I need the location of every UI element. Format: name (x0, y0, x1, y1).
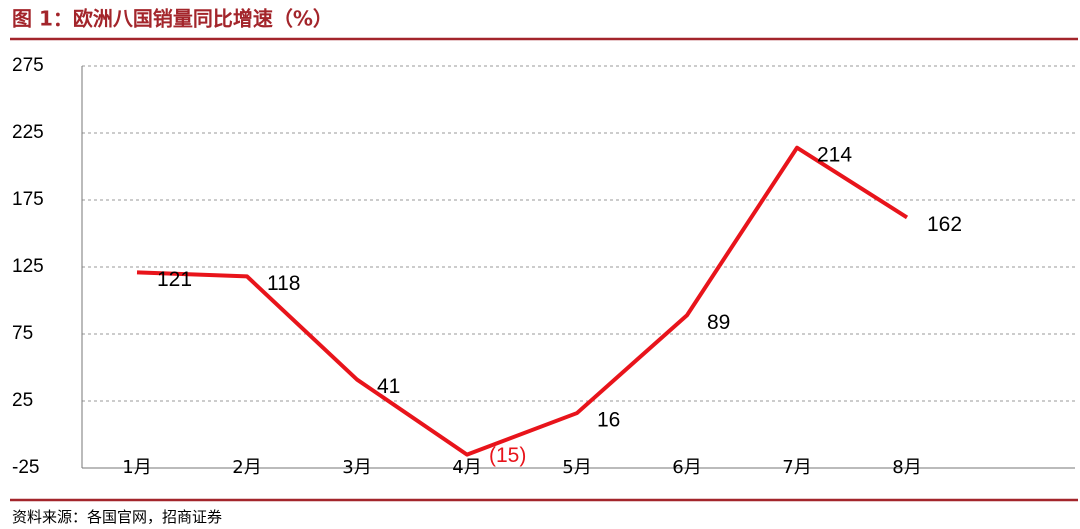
data-label: (15) (489, 444, 526, 467)
y-tick-label: 75 (12, 323, 33, 344)
x-tick-label: 3月 (342, 457, 371, 478)
y-tick-label: -25 (12, 457, 39, 478)
y-tick-label: 125 (12, 256, 44, 277)
y-tick-label: 225 (12, 122, 44, 143)
source-note: 资料来源：各国官网，招商证券 (12, 508, 222, 526)
y-tick-label: 275 (12, 55, 44, 76)
x-tick-label: 7月 (782, 457, 811, 478)
data-label: 41 (377, 375, 400, 398)
y-tick-label: 175 (12, 189, 44, 210)
x-tick-label: 1月 (122, 457, 151, 478)
x-tick-label: 6月 (672, 457, 701, 478)
data-label: 214 (817, 143, 852, 166)
data-label: 121 (157, 268, 192, 291)
data-label: 16 (597, 409, 620, 432)
data-line (136, 145, 909, 457)
chart-title: 图 1：欧洲八国销量同比增速（%） (12, 7, 333, 31)
data-label: 162 (927, 213, 962, 236)
data-label: 89 (707, 311, 730, 334)
x-tick-label: 4月 (452, 457, 481, 478)
x-tick-label: 2月 (232, 457, 261, 478)
x-tick-label: 5月 (562, 457, 591, 478)
data-label: 118 (267, 272, 300, 295)
x-tick-label: 8月 (892, 457, 921, 478)
y-tick-label: 25 (12, 390, 33, 411)
